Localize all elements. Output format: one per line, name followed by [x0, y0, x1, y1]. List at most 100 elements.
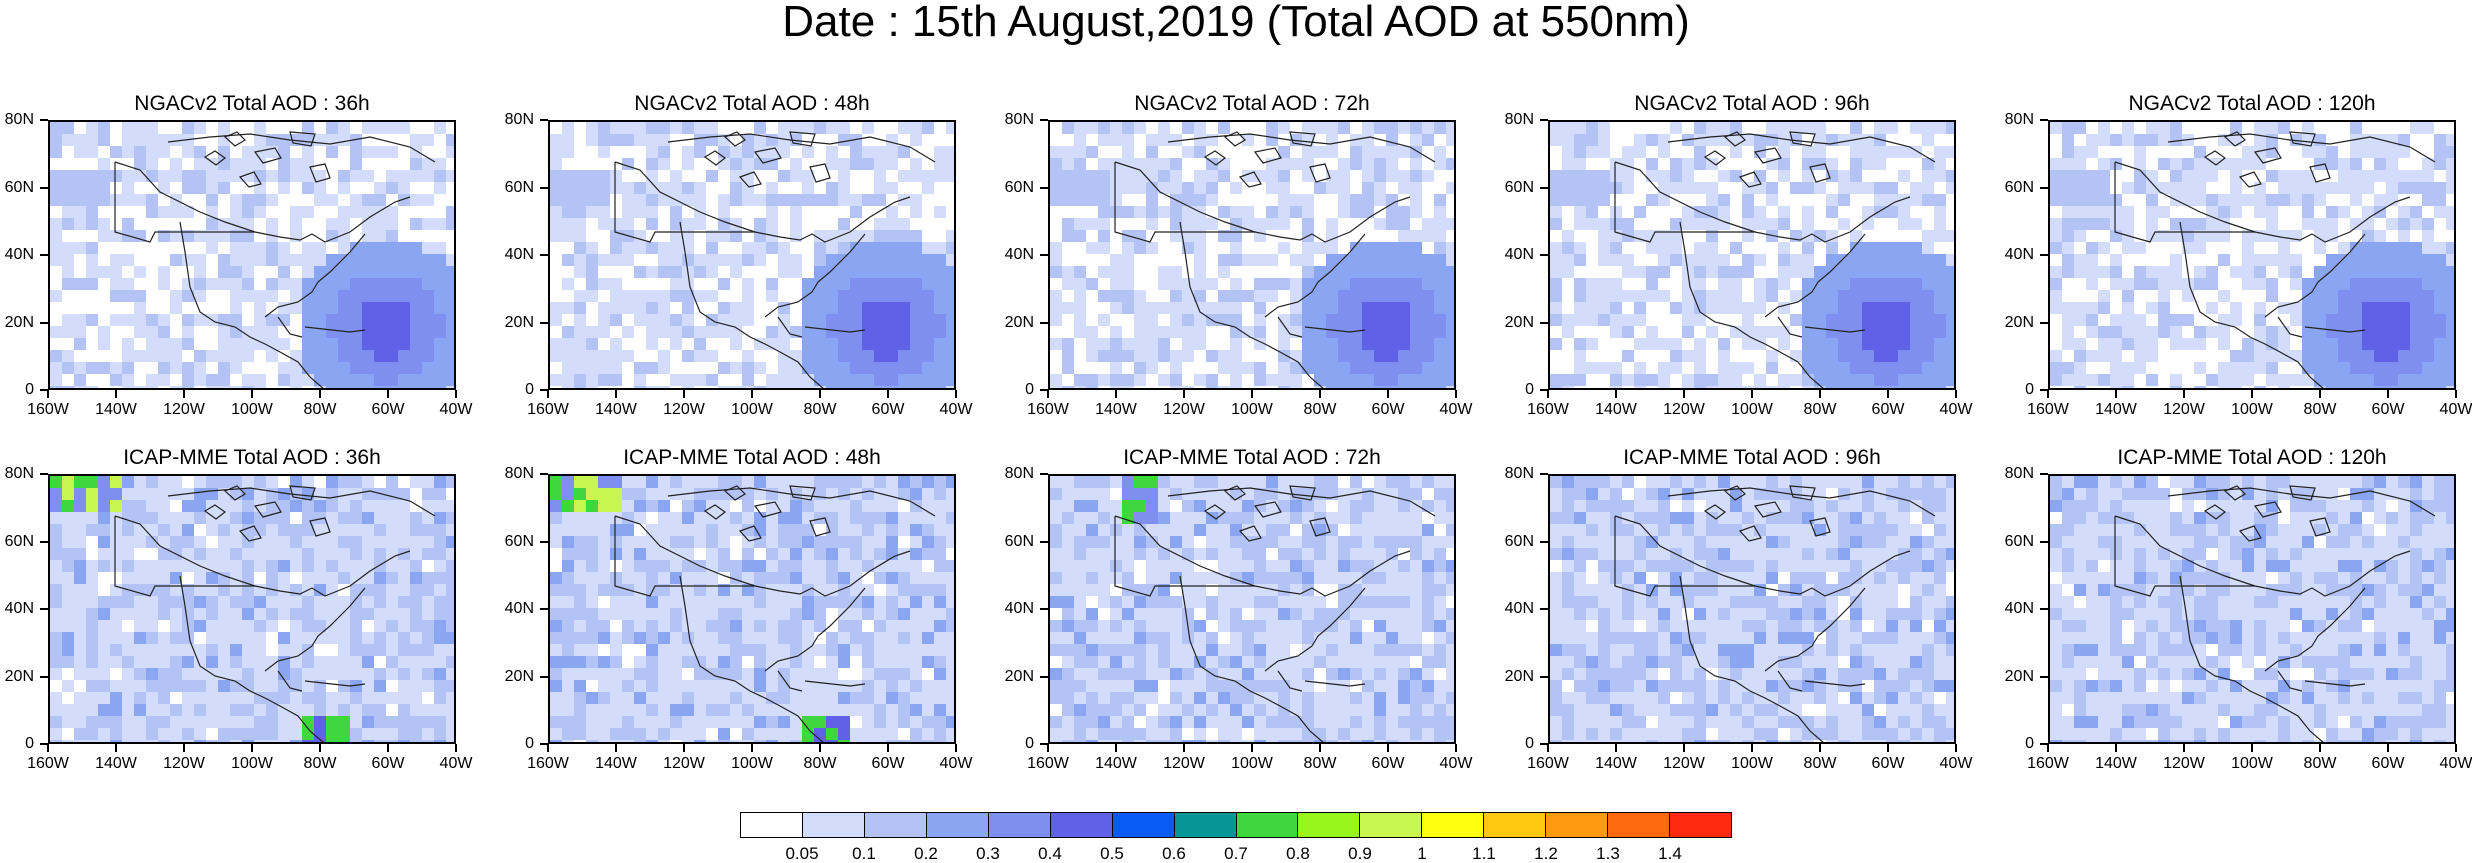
- lon-tick-label: 140W: [2091, 756, 2141, 772]
- lat-tick-label: 0: [994, 382, 1034, 398]
- lon-tick-label: 120W: [159, 756, 209, 772]
- lat-tick-label: 0: [1994, 382, 2034, 398]
- lat-tick: [1040, 608, 1048, 610]
- lon-tick: [1319, 390, 1321, 398]
- lat-tick: [2040, 322, 2048, 324]
- lon-tick: [1047, 744, 1049, 752]
- lon-tick: [615, 390, 617, 398]
- lon-tick: [1819, 390, 1821, 398]
- lon-tick-label: 160W: [1523, 756, 1573, 772]
- lat-tick: [540, 676, 548, 678]
- colorbar-label: 0.9: [1335, 845, 1385, 862]
- lat-tick: [40, 541, 48, 543]
- lon-tick: [2183, 744, 2185, 752]
- lon-tick-label: 140W: [91, 756, 141, 772]
- lon-tick-label: 100W: [227, 756, 277, 772]
- lat-tick-label: 0: [1494, 382, 1534, 398]
- panel-title: NGACv2 Total AOD : 120h: [2032, 92, 2472, 116]
- colorbar-label: 1: [1397, 845, 1447, 862]
- lat-tick: [2040, 254, 2048, 256]
- lat-tick-label: 0: [994, 736, 1034, 752]
- lat-tick: [40, 187, 48, 189]
- lon-tick-label: 140W: [91, 402, 141, 418]
- lat-tick: [40, 676, 48, 678]
- lon-tick-label: 160W: [2023, 756, 2073, 772]
- lon-tick-label: 100W: [1727, 756, 1777, 772]
- colorbar-label: 0.4: [1025, 845, 1075, 862]
- lon-tick: [1115, 744, 1117, 752]
- lon-tick: [1615, 390, 1617, 398]
- lat-tick-label: 0: [494, 736, 534, 752]
- figure-title: Date : 15th August,2019 (Total AOD at 55…: [0, 0, 2472, 44]
- lat-tick-label: 60N: [0, 180, 34, 196]
- aod-field: [1550, 122, 1956, 390]
- lon-tick-label: 80W: [295, 756, 345, 772]
- lon-tick: [1751, 390, 1753, 398]
- colorbar-label: 0.3: [963, 845, 1013, 862]
- colorbar-swatch: [1483, 812, 1546, 838]
- lat-tick-label: 80N: [1994, 112, 2034, 128]
- panel-title: NGACv2 Total AOD : 72h: [1032, 92, 1472, 116]
- lon-tick: [2115, 744, 2117, 752]
- lon-tick-label: 120W: [1159, 756, 1209, 772]
- aod-map-panel: [48, 120, 456, 390]
- lon-tick: [1887, 744, 1889, 752]
- lon-tick-label: 60W: [363, 402, 413, 418]
- lon-tick: [1183, 744, 1185, 752]
- colorbar-swatch: [1359, 812, 1422, 838]
- aod-map-panel: [2048, 120, 2456, 390]
- lon-tick-label: 120W: [2159, 402, 2209, 418]
- lat-tick-label: 80N: [1494, 112, 1534, 128]
- lon-tick-label: 80W: [795, 756, 845, 772]
- lat-tick-label: 60N: [0, 534, 34, 550]
- lon-tick: [955, 390, 957, 398]
- colorbar-swatch: [1669, 812, 1732, 838]
- lon-tick-label: 80W: [1295, 402, 1345, 418]
- lat-tick-label: 80N: [994, 112, 1034, 128]
- lon-tick-label: 40W: [1931, 402, 1981, 418]
- aod-map-panel: [48, 474, 456, 744]
- lon-tick: [251, 390, 253, 398]
- lon-tick-label: 60W: [2363, 756, 2413, 772]
- lon-tick: [1751, 744, 1753, 752]
- lat-tick: [1540, 322, 1548, 324]
- lon-tick: [887, 744, 889, 752]
- lon-tick: [2251, 744, 2253, 752]
- lon-tick-label: 100W: [1227, 402, 1277, 418]
- lon-tick: [547, 744, 549, 752]
- lon-tick: [683, 744, 685, 752]
- lat-tick: [40, 322, 48, 324]
- colorbar-swatch: [926, 812, 989, 838]
- lat-tick: [2040, 676, 2048, 678]
- colorbar-label: 0.1: [839, 845, 889, 862]
- lon-tick: [1387, 744, 1389, 752]
- lon-tick-label: 100W: [227, 402, 277, 418]
- lon-tick-label: 120W: [1159, 402, 1209, 418]
- lon-tick-label: 80W: [1795, 756, 1845, 772]
- lat-tick-label: 60N: [1494, 534, 1534, 550]
- lon-tick: [1251, 744, 1253, 752]
- lon-tick-label: 40W: [2431, 402, 2472, 418]
- lon-tick: [47, 744, 49, 752]
- lon-tick: [455, 390, 457, 398]
- lon-tick: [2319, 390, 2321, 398]
- lon-tick-label: 60W: [863, 402, 913, 418]
- colorbar-swatch: [1421, 812, 1484, 838]
- lat-tick-label: 80N: [1494, 466, 1534, 482]
- lon-tick-label: 120W: [659, 756, 709, 772]
- colorbar-swatch: [1607, 812, 1670, 838]
- lat-tick-label: 20N: [994, 315, 1034, 331]
- lat-tick-label: 40N: [994, 247, 1034, 263]
- lon-tick: [1387, 390, 1389, 398]
- colorbar-swatch: [988, 812, 1051, 838]
- lat-tick: [2040, 119, 2048, 121]
- lon-tick-label: 120W: [1659, 402, 1709, 418]
- lat-tick-label: 60N: [494, 534, 534, 550]
- lat-tick-label: 40N: [1994, 247, 2034, 263]
- colorbar-label: 0.8: [1273, 845, 1323, 862]
- lat-tick: [1040, 119, 1048, 121]
- aod-field: [2050, 476, 2456, 744]
- lat-tick-label: 0: [1994, 736, 2034, 752]
- lon-tick: [115, 744, 117, 752]
- lon-tick: [1455, 744, 1457, 752]
